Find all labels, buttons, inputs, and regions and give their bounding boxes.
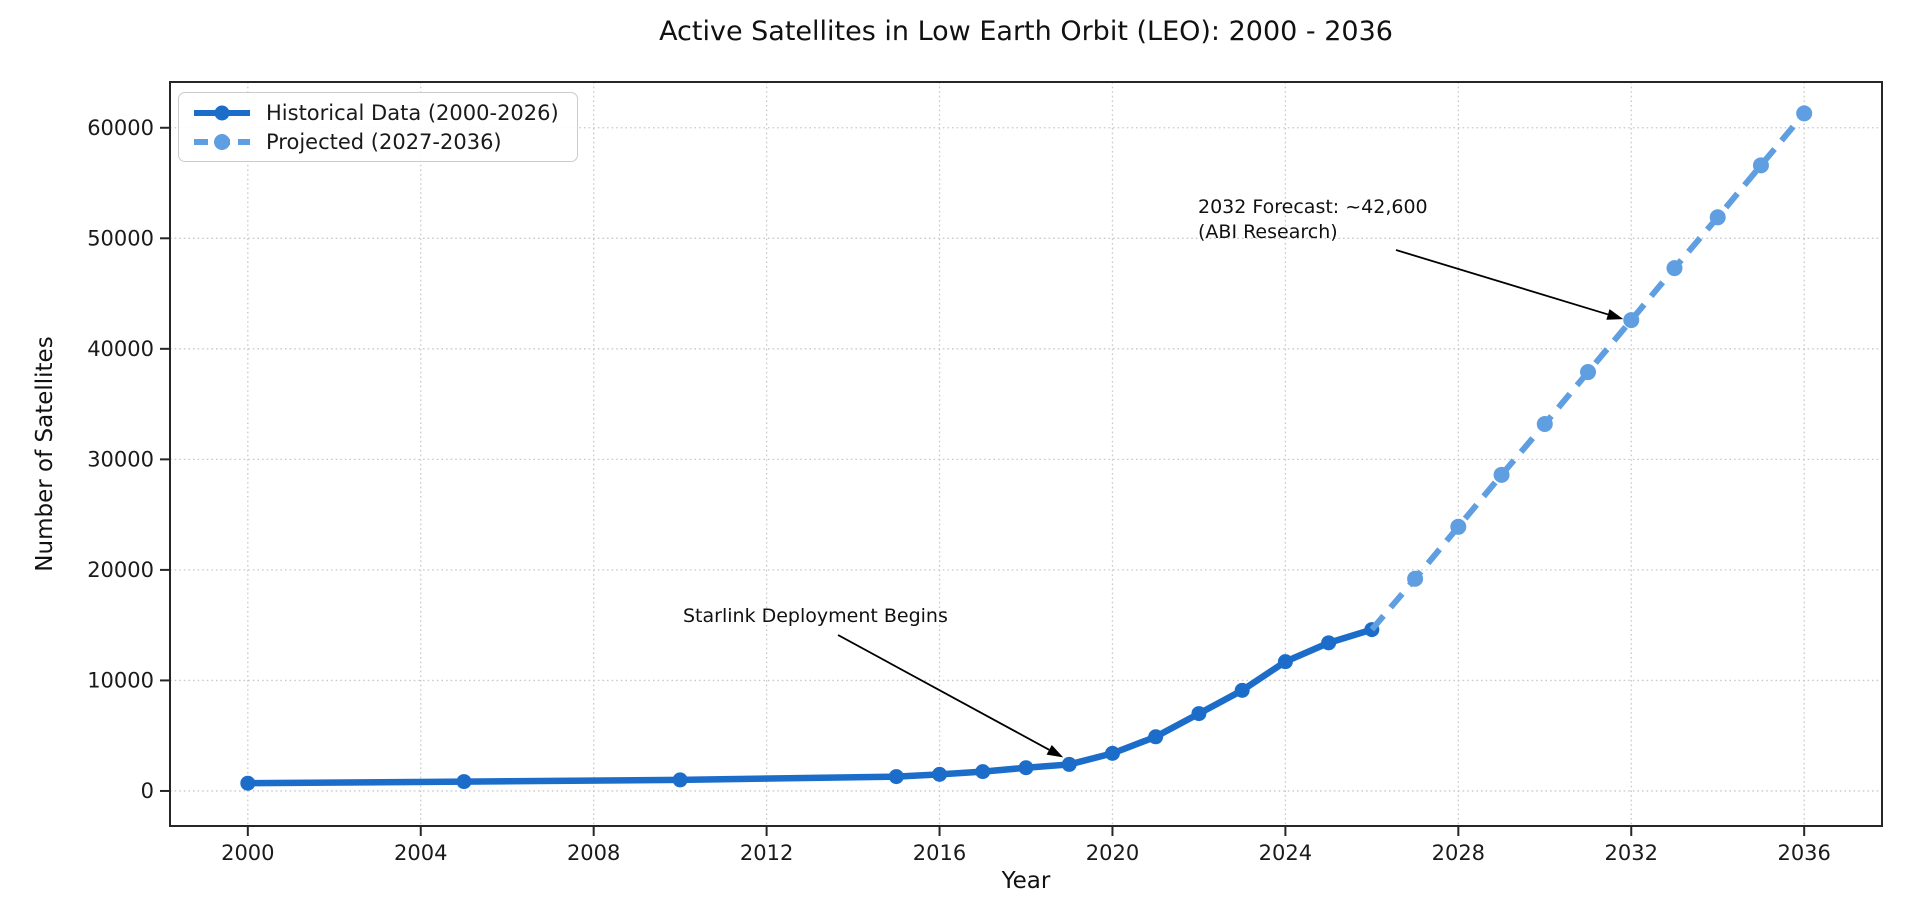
- data-point-marker: [1493, 466, 1510, 483]
- annotation-arrow-starlink-line: [837, 634, 1050, 751]
- y-tick-label: 20000: [87, 558, 154, 582]
- annotation-forecast-line1: 2032 Forecast: ~42,600: [1198, 196, 1428, 218]
- x-tick-label: 2016: [913, 841, 966, 865]
- data-point-marker: [1277, 654, 1293, 670]
- data-point-marker: [1709, 209, 1726, 226]
- annotation-2032-forecast: 2032 Forecast: ~42,600 (ABI Research): [1198, 195, 1428, 245]
- x-tick-label: 2020: [1086, 841, 1139, 865]
- legend-label-historical: Historical Data (2000-2026): [266, 100, 559, 125]
- x-tick-label: 2000: [221, 841, 274, 865]
- data-point-marker: [932, 766, 948, 782]
- legend-sample-historical-line-icon: [194, 105, 250, 120]
- data-point-marker: [240, 775, 256, 791]
- legend-label-projected: Projected (2027-2036): [266, 129, 502, 154]
- annotation-starlink: Starlink Deployment Begins: [683, 604, 948, 629]
- legend-item-historical: Historical Data (2000-2026): [191, 99, 559, 126]
- x-tick-label: 2024: [1259, 841, 1312, 865]
- chart-title: Active Satellites in Low Earth Orbit (LE…: [659, 16, 1393, 47]
- annotation-forecast-line2: (ABI Research): [1198, 221, 1338, 243]
- data-point-marker: [1796, 105, 1813, 122]
- x-axis-label: Year: [1001, 868, 1051, 894]
- series-line-historical: [244, 626, 1376, 787]
- y-tick-label: 60000: [87, 116, 154, 140]
- data-point-marker: [1666, 260, 1683, 277]
- data-point-marker: [1450, 518, 1467, 535]
- data-point-marker: [456, 774, 472, 790]
- x-tick-label: 2032: [1605, 841, 1658, 865]
- data-point-marker: [975, 764, 991, 780]
- y-tick-label: 0: [141, 779, 154, 803]
- data-point-marker: [1234, 682, 1250, 698]
- data-point-marker: [1407, 570, 1424, 587]
- y-tick-label: 50000: [87, 226, 154, 250]
- data-point-marker: [672, 772, 688, 788]
- y-tick-label: 40000: [87, 337, 154, 361]
- data-point-marker: [1148, 729, 1164, 745]
- data-point-marker: [1536, 415, 1553, 432]
- plot-border: [169, 81, 1883, 827]
- data-point-marker: [1580, 364, 1597, 381]
- y-tick-label: 10000: [87, 668, 154, 692]
- annotation-arrow-starlink-head: [1046, 744, 1064, 758]
- data-point-marker: [1623, 312, 1640, 329]
- x-tick-label: 2004: [394, 841, 447, 865]
- x-tick-label: 2036: [1777, 841, 1830, 865]
- annotation-arrow-forecast-head: [1606, 309, 1624, 320]
- legend-sample-projected-line-icon: [194, 133, 250, 150]
- x-tick-label: 2012: [740, 841, 793, 865]
- data-point-marker: [1061, 756, 1077, 772]
- x-tick-label: 2028: [1432, 841, 1485, 865]
- x-tick-label: 2008: [567, 841, 620, 865]
- data-point-marker: [1191, 706, 1207, 722]
- data-point-marker: [1752, 157, 1769, 174]
- legend: Historical Data (2000-2026) Projected (2…: [178, 92, 578, 162]
- y-tick-label: 30000: [87, 447, 154, 471]
- data-point-marker: [1104, 745, 1120, 761]
- data-point-marker: [888, 769, 904, 785]
- annotation-starlink-text: Starlink Deployment Begins: [683, 605, 948, 627]
- y-axis-label: Number of Satellites: [32, 336, 58, 571]
- data-point-marker: [1018, 760, 1034, 776]
- legend-item-projected: Projected (2027-2036): [191, 128, 559, 155]
- annotation-arrow-forecast-line: [1395, 249, 1609, 316]
- chart-generated-layer: 2000 2004 2008 2012 2016 2020 2024 2028 2032 2036…: [87, 81, 1883, 865]
- data-point-marker: [1321, 635, 1337, 651]
